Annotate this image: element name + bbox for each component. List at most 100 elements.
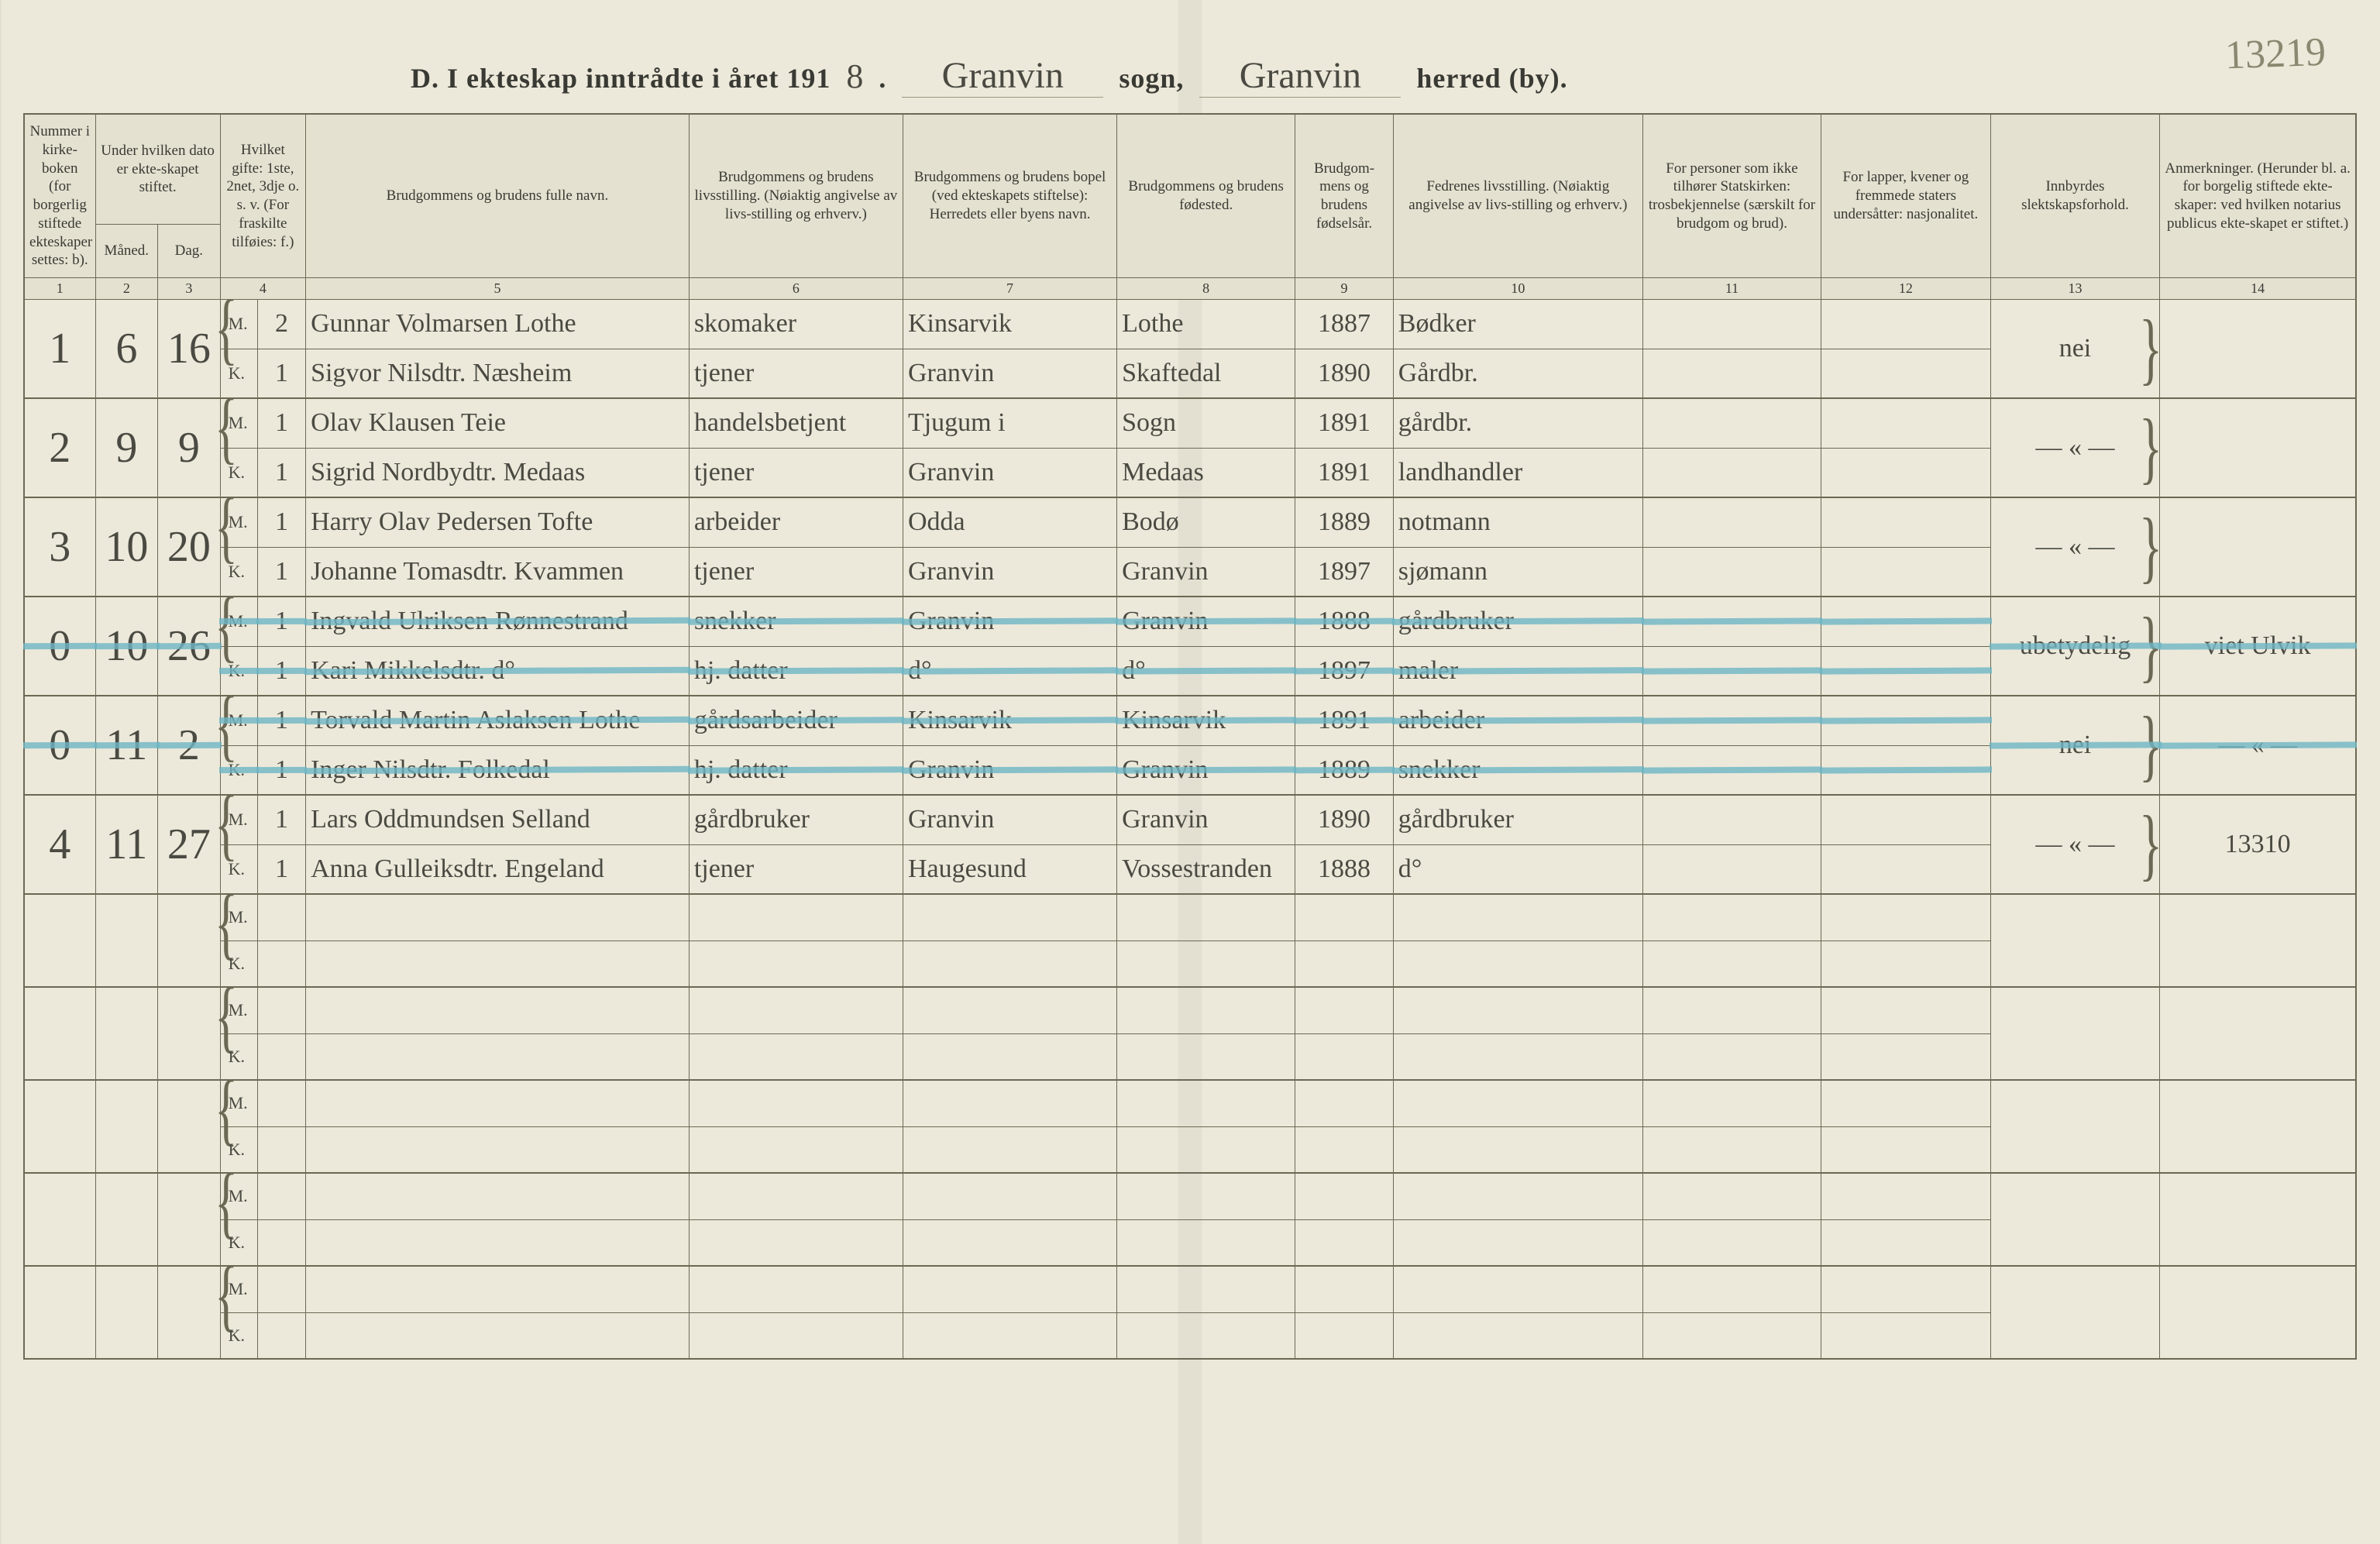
remarks-cell: — « — xyxy=(2160,696,2356,795)
table-row: 01026{M.1Ingvald Ulriksen Rønnestrandsne… xyxy=(24,597,2356,646)
nationality-cell xyxy=(1821,844,1991,894)
nationality-cell xyxy=(1821,1312,1991,1359)
brace-icon: } xyxy=(2139,325,2162,373)
brace-icon: { xyxy=(215,800,238,848)
occupation xyxy=(689,1126,903,1173)
col-header: Brudgommens og brudens bopel (ved ektesk… xyxy=(903,114,1116,278)
birth-year: 1891 xyxy=(1295,696,1394,745)
ledger-table: Nummer i kirke-boken (for borgerlig stif… xyxy=(23,113,2357,1360)
entry-number: 2 xyxy=(24,398,95,497)
birth-year xyxy=(1295,1126,1394,1173)
col-num: 11 xyxy=(1642,278,1821,300)
occupation xyxy=(689,1173,903,1219)
occupation: tjener xyxy=(689,844,903,894)
birthplace: Granvin xyxy=(1117,745,1295,795)
remarks-cell: 13310 xyxy=(2160,795,2356,894)
father-occupation: maler xyxy=(1393,646,1642,696)
title-prefix: D. I ekteskap inntrådte i året 191 xyxy=(411,62,831,95)
nationality-cell xyxy=(1821,1126,1991,1173)
residence: Kinsarvik xyxy=(903,299,1116,349)
brace-icon: } xyxy=(2139,424,2162,472)
birthplace xyxy=(1117,1219,1295,1266)
birth-year xyxy=(1295,987,1394,1033)
religion-cell xyxy=(1642,696,1821,745)
remarks-cell: viet Ulvik xyxy=(2160,597,2356,696)
religion-cell xyxy=(1642,940,1821,987)
nationality-cell xyxy=(1821,497,1991,547)
table-body: 1616{M.2Gunnar Volmarsen LotheskomakerKi… xyxy=(24,299,2356,1359)
entry-month: 10 xyxy=(95,597,158,696)
table-row: 31020{M.1Harry Olav Pedersen Toftearbeid… xyxy=(24,497,2356,547)
occupation: hj. datter xyxy=(689,745,903,795)
full-name: Ingvald Ulriksen Rønnestrand xyxy=(306,597,690,646)
entry-number xyxy=(24,894,95,987)
birth-year xyxy=(1295,1080,1394,1126)
residence xyxy=(903,1080,1116,1126)
residence: Granvin xyxy=(903,448,1116,497)
relationship-cell: — « —} xyxy=(1990,795,2160,894)
gifte-value: 2 xyxy=(257,299,305,349)
residence xyxy=(903,940,1116,987)
nationality-cell xyxy=(1821,894,1991,940)
title-period: . xyxy=(879,62,886,95)
birthplace: Granvin xyxy=(1117,795,1295,844)
religion-cell xyxy=(1642,1126,1821,1173)
birthplace: Vossestranden xyxy=(1117,844,1295,894)
entry-month: 9 xyxy=(95,398,158,497)
mk-label: {M. xyxy=(220,1266,257,1312)
col-num: 14 xyxy=(2160,278,2356,300)
gifte-value: 1 xyxy=(257,497,305,547)
father-occupation xyxy=(1393,1173,1642,1219)
birth-year: 1897 xyxy=(1295,547,1394,597)
nationality-cell xyxy=(1821,1266,1991,1312)
remarks-cell xyxy=(2160,299,2356,398)
gifte-value xyxy=(257,940,305,987)
full-name: Anna Gulleiksdtr. Engeland xyxy=(306,844,690,894)
birthplace xyxy=(1117,987,1295,1033)
birth-year: 1890 xyxy=(1295,795,1394,844)
nationality-cell xyxy=(1821,299,1991,349)
gifte-value xyxy=(257,987,305,1033)
relationship-cell xyxy=(1990,1173,2160,1266)
religion-cell xyxy=(1642,745,1821,795)
residence: Odda xyxy=(903,497,1116,547)
nationality-cell xyxy=(1821,646,1991,696)
mk-label: {M. xyxy=(220,696,257,745)
full-name xyxy=(306,1312,690,1359)
occupation xyxy=(689,1312,903,1359)
father-occupation: landhandler xyxy=(1393,448,1642,497)
religion-cell xyxy=(1642,1173,1821,1219)
col-header: Nummer i kirke-boken (for borgerlig stif… xyxy=(24,114,95,278)
col-header: Brudgom-mens og brudens fødselsår. xyxy=(1295,114,1394,278)
col-header: Anmerkninger. (Herunder bl. a. for borge… xyxy=(2160,114,2356,278)
residence: Kinsarvik xyxy=(903,696,1116,745)
birth-year xyxy=(1295,1219,1394,1266)
col-header: For personer som ikke tilhører Statskirk… xyxy=(1642,114,1821,278)
religion-cell xyxy=(1642,349,1821,398)
entry-month xyxy=(95,1266,158,1359)
father-occupation xyxy=(1393,1219,1642,1266)
nationality-cell xyxy=(1821,795,1991,844)
full-name: Sigvor Nilsdtr. Næsheim xyxy=(306,349,690,398)
entry-day: 9 xyxy=(158,398,221,497)
residence: Granvin xyxy=(903,349,1116,398)
residence xyxy=(903,987,1116,1033)
relationship-cell: — « —} xyxy=(1990,398,2160,497)
birth-year: 1891 xyxy=(1295,448,1394,497)
mk-label: {M. xyxy=(220,398,257,448)
relationship-cell xyxy=(1990,894,2160,987)
mk-label: {M. xyxy=(220,894,257,940)
col-header: Hvilket gifte: 1ste, 2net, 3dje o. s. v.… xyxy=(220,114,305,278)
birth-year: 1890 xyxy=(1295,349,1394,398)
residence xyxy=(903,894,1116,940)
entry-month: 11 xyxy=(95,696,158,795)
birthplace xyxy=(1117,1033,1295,1080)
full-name: Torvald Martin Aslaksen Lothe xyxy=(306,696,690,745)
residence: Haugesund xyxy=(903,844,1116,894)
col-num: 6 xyxy=(689,278,903,300)
occupation: handelsbetjent xyxy=(689,398,903,448)
birth-year xyxy=(1295,1312,1394,1359)
residence xyxy=(903,1126,1116,1173)
birthplace: Skaftedal xyxy=(1117,349,1295,398)
entry-day xyxy=(158,1266,221,1359)
